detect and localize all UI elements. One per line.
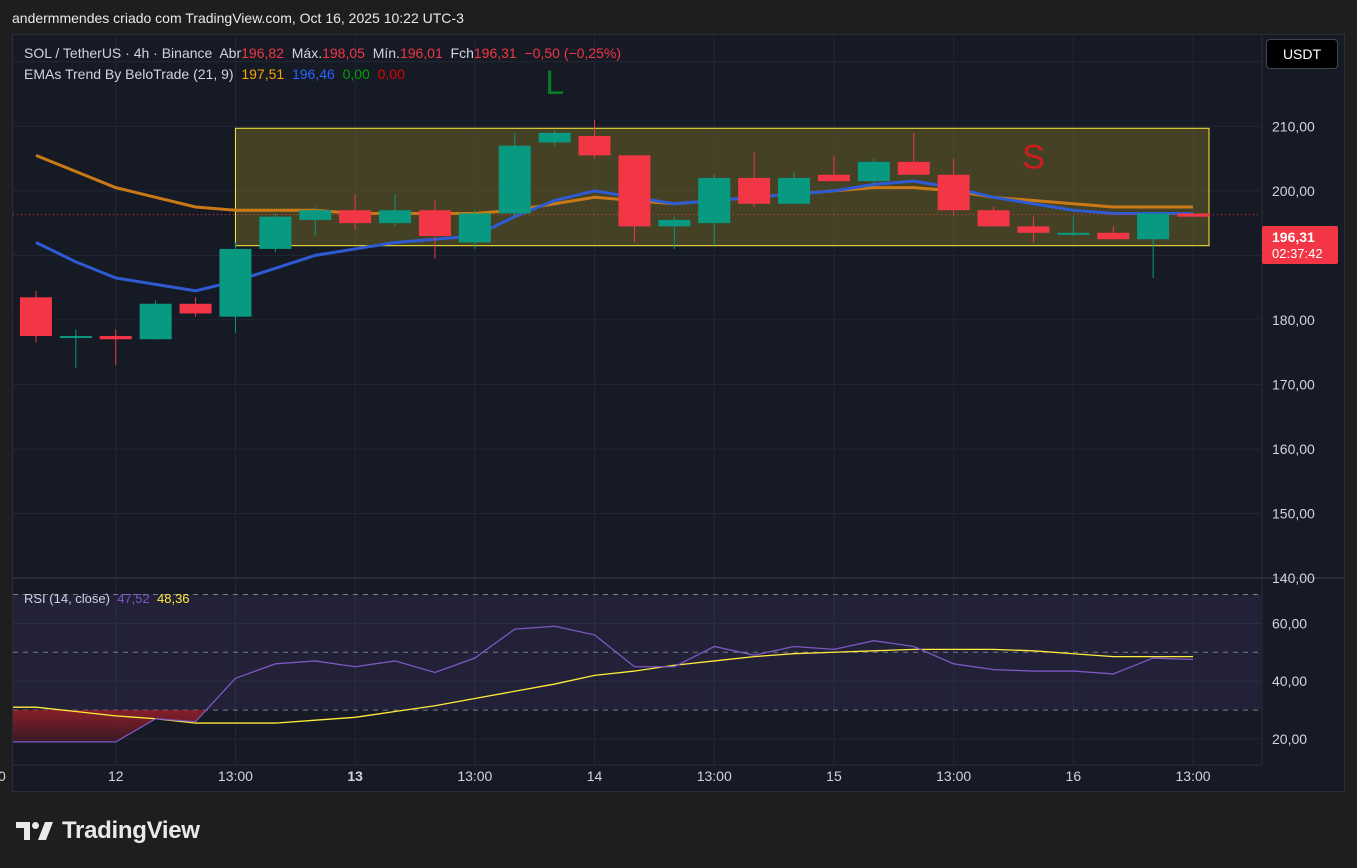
indicator-name[interactable]: EMAs Trend By BeloTrade (21, 9)	[24, 66, 234, 82]
price-tick-label: 170,00	[1272, 376, 1315, 392]
time-tick-label: 16	[1066, 768, 1082, 784]
candle-body	[179, 303, 212, 314]
rsi-tick-label: 40,00	[1272, 673, 1307, 689]
signal-label-S: S	[1022, 138, 1045, 176]
rsi-value: 47,52	[117, 591, 150, 606]
candle-body	[738, 177, 771, 204]
candle-body	[299, 210, 332, 220]
candle-body	[379, 210, 412, 224]
candle-body	[538, 132, 571, 143]
rsi-tick-label: 20,00	[1272, 731, 1307, 747]
rsi-ma-value: 48,36	[157, 591, 190, 606]
candle-body	[498, 145, 531, 214]
price-tick-label: 200,00	[1272, 183, 1315, 199]
candle-body	[59, 336, 92, 339]
candles	[19, 119, 1210, 369]
time-tick-label: 12	[108, 768, 124, 784]
candle-body	[219, 248, 252, 317]
indicator-value-3: 0,00	[342, 66, 370, 82]
candle-body	[19, 297, 52, 337]
open-value: 196,82	[241, 45, 284, 61]
candle-body	[1017, 226, 1050, 233]
time-tick-label: :00	[0, 768, 6, 784]
symbol-legend: SOL / TetherUS · 4h · Binance Abr196,82 …	[24, 45, 621, 61]
close-value: 196,31	[473, 45, 517, 61]
chart-caption: andermmendes criado com TradingView.com,…	[12, 10, 464, 26]
candle-body	[418, 210, 451, 237]
ema21-value: 197,51	[241, 66, 285, 82]
time-tick-label: 13:00	[697, 768, 732, 784]
price-tick-label: 160,00	[1272, 441, 1315, 457]
time-tick-label: 13:00	[1176, 768, 1211, 784]
ema9-value: 196,46	[291, 66, 335, 82]
candle-body	[578, 136, 611, 156]
low-value: 196,01	[399, 45, 443, 61]
indicator-value-4: 0,00	[377, 66, 405, 82]
candle-body	[658, 219, 691, 227]
candle-body	[937, 174, 970, 211]
candle-body	[778, 177, 811, 204]
rsi-tick-label: 60,00	[1272, 615, 1307, 631]
rsi-oversold-fill	[13, 710, 207, 742]
time-tick-label: 13:00	[218, 768, 253, 784]
tradingview-logo[interactable]: TradingView	[16, 817, 200, 845]
price-tick-label: 150,00	[1272, 505, 1315, 521]
candle-body	[1177, 213, 1210, 217]
grid-lines	[13, 36, 1261, 765]
last-price: 196,31	[1272, 229, 1315, 245]
low-label: Mín.	[372, 45, 400, 61]
candle-body	[817, 174, 850, 182]
time-tick-label: 15	[826, 768, 842, 784]
candle-body	[977, 210, 1010, 227]
tradingview-logo-icon	[16, 822, 53, 840]
candle-body	[897, 161, 930, 175]
candle-body	[618, 155, 651, 227]
change-value: −0,50 (−0,25%)	[524, 45, 622, 61]
signal-label-L: L	[545, 64, 564, 102]
high-label: Máx.	[291, 45, 323, 61]
price-tick-label: 210,00	[1272, 118, 1315, 134]
close-label: Fch	[450, 45, 474, 61]
candle-body	[1097, 232, 1130, 240]
candle-body	[259, 216, 292, 249]
tradingview-logo-text: TradingView	[62, 817, 200, 844]
high-value: 198,05	[322, 45, 365, 61]
candle-body	[1057, 232, 1090, 235]
ema-legend: EMAs Trend By BeloTrade (21, 9) 197,51 1…	[24, 66, 405, 82]
rsi-ma-line	[13, 648, 1194, 724]
candle-body	[458, 213, 491, 243]
time-tick-label: 13	[347, 768, 363, 784]
signal-annotations: LS	[545, 64, 1045, 176]
candle-body	[698, 177, 731, 224]
rsi-legend: RSI (14, close) 47,52 48,36	[24, 591, 190, 606]
time-tick-label: 13:00	[936, 768, 971, 784]
candle-body	[99, 336, 132, 340]
price-tick-label: 180,00	[1272, 312, 1315, 328]
time-tick-label: 14	[587, 768, 603, 784]
candle-body	[857, 161, 890, 182]
price-tick-label: 140,00	[1272, 570, 1315, 586]
rsi-pane	[13, 593, 1261, 743]
currency-button[interactable]: USDT	[1266, 39, 1338, 69]
bar-countdown: 02:37:42	[1272, 246, 1323, 261]
last-price-tag: 196,31 02:37:42	[1262, 226, 1338, 264]
open-label: Abr	[219, 45, 242, 61]
candle-body	[139, 303, 172, 340]
rsi-line	[13, 625, 1194, 743]
symbol-name[interactable]: SOL / TetherUS · 4h · Binance	[24, 45, 213, 61]
candle-body	[339, 210, 372, 224]
rsi-name[interactable]: RSI (14, close)	[24, 591, 110, 606]
candle-body	[1137, 213, 1170, 240]
time-tick-label: 13:00	[457, 768, 492, 784]
